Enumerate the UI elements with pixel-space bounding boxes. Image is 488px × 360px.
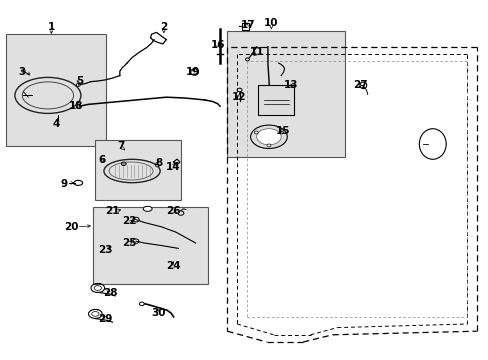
Text: 19: 19 xyxy=(185,67,200,77)
Text: 8: 8 xyxy=(155,158,162,168)
Text: 15: 15 xyxy=(275,126,289,136)
Ellipse shape xyxy=(279,131,283,134)
Text: 25: 25 xyxy=(122,238,137,248)
Text: 1: 1 xyxy=(48,22,55,32)
Ellipse shape xyxy=(155,164,159,167)
Ellipse shape xyxy=(266,144,270,147)
Text: 23: 23 xyxy=(98,245,112,255)
Bar xyxy=(6,34,106,146)
Text: 4: 4 xyxy=(52,119,60,129)
Text: 9: 9 xyxy=(60,179,67,189)
Text: 3: 3 xyxy=(19,67,25,77)
Ellipse shape xyxy=(21,69,25,72)
Text: 21: 21 xyxy=(105,206,120,216)
Text: 30: 30 xyxy=(151,308,166,318)
Text: 28: 28 xyxy=(102,288,117,298)
Text: 7: 7 xyxy=(117,141,125,151)
Ellipse shape xyxy=(143,206,152,211)
Bar xyxy=(257,85,294,115)
Text: 5: 5 xyxy=(76,76,83,86)
Bar xyxy=(93,207,207,284)
Text: 26: 26 xyxy=(166,206,181,216)
Text: 29: 29 xyxy=(98,314,112,324)
Ellipse shape xyxy=(76,84,80,86)
Text: 24: 24 xyxy=(166,261,181,271)
Ellipse shape xyxy=(139,302,144,306)
Ellipse shape xyxy=(133,217,139,222)
Text: 17: 17 xyxy=(241,20,255,30)
Text: 11: 11 xyxy=(249,47,264,57)
Text: 2: 2 xyxy=(160,22,167,32)
Text: 13: 13 xyxy=(283,80,298,90)
Bar xyxy=(242,23,248,30)
Bar xyxy=(227,31,344,157)
Text: 10: 10 xyxy=(264,18,278,28)
Text: 27: 27 xyxy=(353,80,367,90)
Ellipse shape xyxy=(254,131,258,134)
Ellipse shape xyxy=(121,162,126,166)
Text: 16: 16 xyxy=(210,40,224,50)
Text: 6: 6 xyxy=(98,155,105,165)
Ellipse shape xyxy=(133,239,139,243)
Text: 22: 22 xyxy=(122,216,137,226)
Ellipse shape xyxy=(250,125,287,148)
Text: 20: 20 xyxy=(63,222,78,232)
Text: 12: 12 xyxy=(231,92,245,102)
Ellipse shape xyxy=(256,129,281,145)
Text: 18: 18 xyxy=(68,101,83,111)
Bar xyxy=(95,140,181,200)
Text: 14: 14 xyxy=(166,162,181,172)
